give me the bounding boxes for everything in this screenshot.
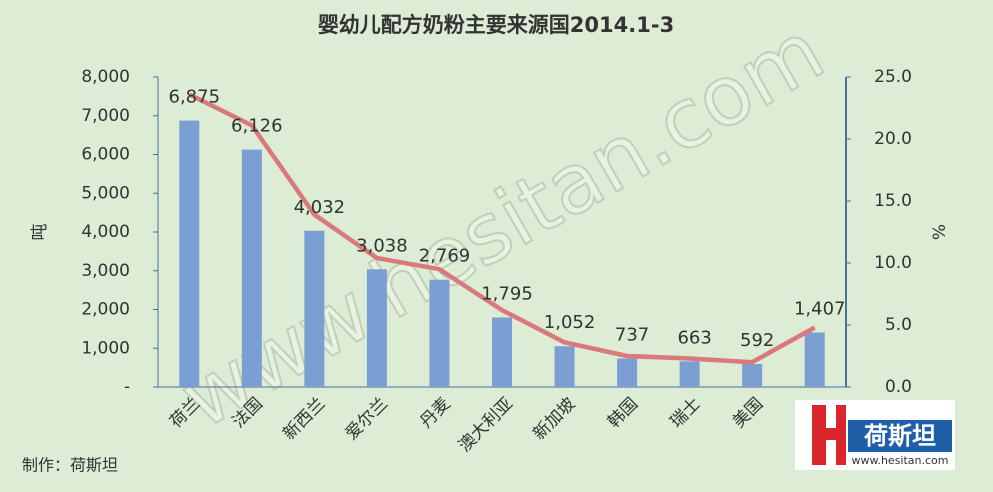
x-tick-label: 韩国 — [604, 394, 642, 432]
y-axis-label: 吨 — [30, 224, 50, 241]
data-label: 1,052 — [544, 312, 596, 333]
bar — [804, 332, 825, 387]
bar — [241, 149, 262, 387]
data-label: 4,032 — [294, 197, 346, 218]
y-tick-label: - — [124, 377, 130, 397]
y2-tick-label: 15.0 — [874, 191, 912, 211]
bar — [742, 364, 763, 387]
x-tick-label: 新加坡 — [529, 394, 579, 444]
data-label: 592 — [740, 330, 774, 351]
logo-icon — [812, 405, 846, 465]
y-tick-label: 8,000 — [81, 67, 130, 87]
data-label: 737 — [615, 324, 649, 345]
bar — [492, 317, 512, 387]
line — [188, 92, 816, 365]
footer: 制作：荷斯坦 — [22, 456, 118, 475]
data-label: 6,126 — [231, 116, 283, 137]
y2-tick-label: 0.0 — [885, 377, 912, 397]
logo-url: www.hesitan.com — [851, 454, 948, 467]
y2-tick-label: 25.0 — [874, 67, 912, 87]
y-tick-label: 3,000 — [81, 261, 130, 281]
logo-band — [848, 420, 952, 452]
y-tick-label: 2,000 — [81, 300, 130, 320]
x-tick-label: 爱尔兰 — [342, 394, 392, 444]
bar — [179, 120, 200, 387]
x-tick-label: 美国 — [729, 394, 767, 432]
data-label: 1,407 — [794, 298, 846, 319]
x-tick-label: 瑞士 — [667, 394, 705, 432]
y-tick-label: 6,000 — [81, 145, 130, 165]
data-label: 2,769 — [419, 246, 471, 267]
logo: 荷斯坦 www.hesitan.com — [795, 400, 955, 470]
y-tick-label: 5,000 — [81, 183, 130, 203]
y2-axis-label: % — [930, 224, 950, 240]
bar — [617, 358, 638, 387]
y-tick-label: 7,000 — [81, 106, 130, 126]
y2-tick-label: 5.0 — [885, 315, 912, 335]
logo-name: 荷斯坦 — [864, 422, 936, 450]
data-label: 1,795 — [481, 283, 533, 304]
x-tick-label: 澳大利亚 — [455, 394, 517, 456]
data-label: 6,875 — [169, 87, 221, 108]
bar — [366, 269, 387, 387]
chart-title: 婴幼儿配方奶粉主要来源国2014.1-3 — [318, 13, 674, 37]
data-label: 663 — [677, 327, 711, 348]
bar — [429, 279, 450, 387]
y-tick-label: 4,000 — [81, 222, 130, 242]
y2-tick-label: 20.0 — [874, 129, 912, 149]
bar — [304, 230, 325, 387]
x-tick-label: 丹麦 — [416, 394, 454, 432]
bar — [679, 361, 700, 387]
bar — [554, 346, 575, 387]
data-label: 3,038 — [356, 235, 408, 256]
y2-tick-label: 10.0 — [874, 253, 912, 273]
y-tick-label: 1,000 — [81, 338, 130, 358]
